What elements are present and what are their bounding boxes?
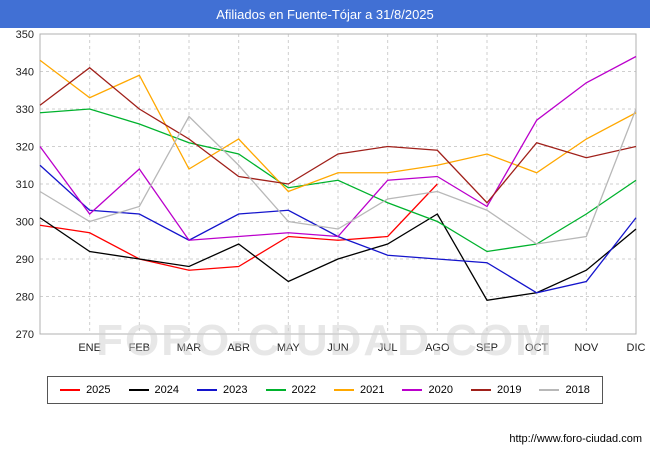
legend-label-2024: 2024 <box>154 384 180 396</box>
legend-item-2023: 2023 <box>197 384 248 396</box>
legend-item-2019: 2019 <box>470 384 522 396</box>
svg-text:320: 320 <box>16 142 34 154</box>
series-line-2021 <box>39 59 637 193</box>
legend-item-2025: 2025 <box>60 384 111 396</box>
legend-label-2021: 2021 <box>360 384 385 396</box>
svg-text:FEB: FEB <box>129 342 150 354</box>
gridlines <box>39 33 637 335</box>
chart-area: 270 280 290 300 310 320 330 340 350 ENE FEB MAR ABR M… <box>0 28 650 365</box>
legend-item-2021: 2021 <box>334 384 384 396</box>
legend-label-2023: 2023 <box>223 384 248 396</box>
line-chart: 270 280 290 300 310 320 330 340 350 ENE FEB MAR ABR M… <box>16 29 646 354</box>
legend-swatch-2020 <box>402 389 423 391</box>
legend-item-2018: 2018 <box>539 384 590 396</box>
legend-swatch-2018 <box>539 389 560 391</box>
svg-text:280: 280 <box>16 292 34 304</box>
legend-swatch-2019 <box>470 389 491 391</box>
legend-label-2022: 2022 <box>291 384 316 396</box>
svg-text:AGO: AGO <box>425 342 450 354</box>
svg-text:SEP: SEP <box>476 342 498 354</box>
legend-label-2018: 2018 <box>565 384 590 396</box>
legend-label-2019: 2019 <box>496 384 522 396</box>
y-axis-labels: 270 280 290 300 310 320 330 340 350 <box>16 29 34 341</box>
svg-text:JUL: JUL <box>378 342 398 354</box>
svg-text:ENE: ENE <box>78 342 101 354</box>
chart-title: Afiliados en Fuente-Tójar a 31/8/2025 <box>216 6 434 22</box>
legend-swatch-2025 <box>60 389 81 391</box>
svg-text:300: 300 <box>16 217 34 229</box>
svg-text:MAY: MAY <box>277 342 301 354</box>
source-url: http://www.foro-ciudad.com <box>509 433 642 445</box>
series-line-2020 <box>39 55 637 241</box>
legend-swatch-2024 <box>128 389 149 391</box>
svg-text:290: 290 <box>16 254 34 266</box>
svg-text:350: 350 <box>16 29 34 41</box>
svg-text:JUN: JUN <box>327 342 348 354</box>
legend-label-2020: 2020 <box>428 384 453 396</box>
svg-text:DIC: DIC <box>627 342 646 354</box>
svg-text:ABR: ABR <box>227 342 250 354</box>
series-line-2025 <box>39 183 438 271</box>
legend: 2025 2024 2023 2022 2021 2020 2019 2018 <box>47 376 603 404</box>
svg-text:310: 310 <box>16 179 34 191</box>
svg-text:330: 330 <box>16 104 34 116</box>
x-axis-labels: ENE FEB MAR ABR MAY JUN JUL AGO SEP OCT NOV DIC <box>78 342 645 354</box>
legend-swatch-2023 <box>197 389 218 391</box>
svg-text:340: 340 <box>16 67 34 79</box>
series-line-2018 <box>39 108 637 245</box>
plot-border <box>39 33 637 335</box>
legend-swatch-2022 <box>265 389 286 391</box>
legend-row: 2025 2024 2023 2022 2021 2020 2019 2018 <box>0 376 650 404</box>
legend-label-2025: 2025 <box>86 384 111 396</box>
legend-swatch-2021 <box>334 389 354 391</box>
legend-item-2022: 2022 <box>265 384 316 396</box>
svg-text:270: 270 <box>16 329 34 341</box>
legend-item-2020: 2020 <box>402 384 453 396</box>
series-line-2019 <box>39 66 637 204</box>
title-bar: Afiliados en Fuente-Tójar a 31/8/2025 <box>0 0 650 28</box>
svg-text:OCT: OCT <box>525 342 549 354</box>
legend-item-2024: 2024 <box>128 384 180 396</box>
svg-text:NOV: NOV <box>574 342 599 354</box>
svg-text:MAR: MAR <box>177 342 202 354</box>
